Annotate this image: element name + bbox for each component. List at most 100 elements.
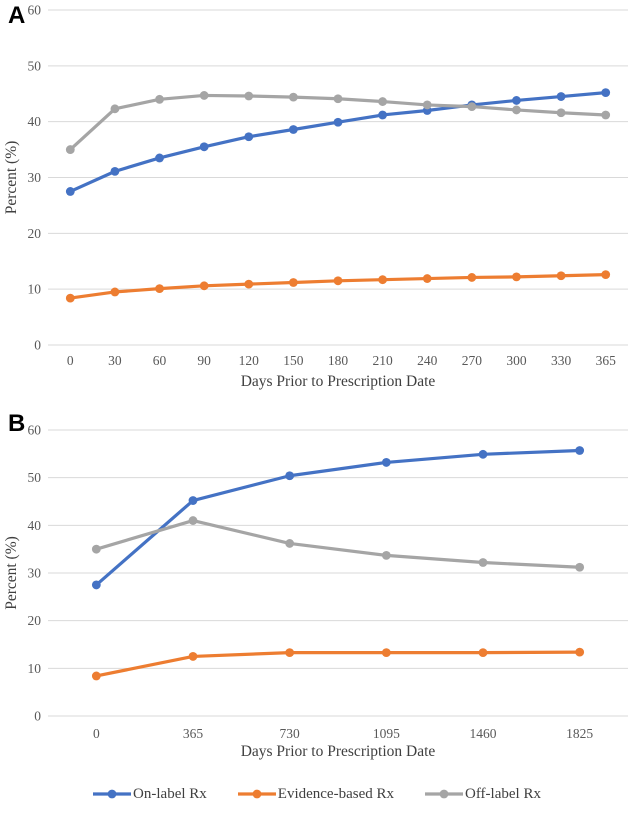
data-point-on-label-rx — [244, 132, 254, 142]
data-point-on-label-rx — [512, 96, 521, 105]
x-tick-label: 300 — [506, 353, 527, 368]
data-point-evidence-based-rx — [378, 275, 388, 285]
data-point-on-label-rx — [65, 187, 75, 196]
data-point-evidence-based-rx — [199, 281, 209, 291]
data-point-on-label-rx — [199, 142, 209, 152]
data-point-off-label-rx — [467, 102, 477, 111]
data-point-evidence-based-rx — [155, 284, 164, 294]
y-tick-label: 50 — [28, 470, 42, 485]
legend-label: Evidence-based Rx — [277, 785, 394, 802]
data-point-on-label-rx — [288, 125, 298, 134]
data-point-on-label-rx — [601, 88, 611, 98]
data-point-off-label-rx — [575, 562, 585, 572]
x-tick-label: 730 — [280, 726, 301, 741]
data-point-evidence-based-rx — [285, 648, 295, 658]
data-point-off-label-rx — [244, 91, 254, 101]
legend-item-off-label-rx: Off-label Rx — [424, 786, 541, 803]
y-tick-label: 60 — [28, 3, 42, 18]
data-point-off-label-rx — [333, 94, 343, 104]
x-tick-label: 365 — [183, 726, 204, 741]
data-point-evidence-based-rx — [478, 648, 488, 658]
legend-marker-icon — [237, 789, 276, 799]
data-point-evidence-based-rx — [65, 293, 75, 303]
legend-dot — [252, 789, 262, 799]
legend-marker-icon — [425, 789, 463, 799]
x-tick-label: 60 — [153, 353, 167, 368]
data-point-evidence-based-rx — [188, 652, 198, 661]
y-tick-label: 20 — [28, 613, 42, 628]
x-tick-label: 240 — [417, 353, 438, 368]
y-tick-label: 40 — [28, 114, 42, 129]
data-point-evidence-based-rx — [91, 671, 101, 681]
data-point-off-label-rx — [155, 94, 164, 104]
series-line-evidence-based-rx — [94, 650, 582, 678]
data-point-evidence-based-rx — [512, 272, 521, 282]
x-tick-label: 0 — [67, 353, 74, 368]
data-point-on-label-rx — [285, 471, 295, 481]
y-axis-title: Percent (%) — [3, 141, 20, 215]
legend-item-evidence-based-rx: Evidence-based Rx — [237, 786, 394, 803]
x-tick-label: 330 — [551, 353, 572, 368]
series-line-off-label-rx — [94, 518, 582, 569]
data-point-off-label-rx — [110, 104, 120, 114]
data-point-off-label-rx — [91, 544, 101, 554]
data-point-off-label-rx — [285, 539, 295, 548]
x-tick-label: 30 — [108, 353, 122, 368]
data-point-off-label-rx — [422, 100, 432, 110]
legend-dot — [439, 789, 449, 799]
series-line-on-label-rx — [94, 448, 582, 587]
legend-label: On-label Rx — [133, 785, 207, 802]
x-tick-label: 365 — [596, 353, 617, 368]
y-tick-label: 60 — [28, 423, 42, 438]
legend-marker-icon — [93, 789, 132, 799]
legend-item-on-label-rx: On-label Rx — [92, 786, 207, 803]
data-point-off-label-rx — [378, 97, 388, 106]
data-point-off-label-rx — [381, 550, 391, 560]
y-tick-label: 10 — [28, 661, 42, 676]
y-tick-label: 30 — [28, 566, 42, 581]
data-point-off-label-rx — [556, 108, 566, 118]
data-point-on-label-rx — [556, 92, 566, 101]
x-tick-label: 120 — [239, 353, 260, 368]
y-tick-label: 40 — [28, 518, 42, 533]
data-point-on-label-rx — [188, 496, 198, 505]
data-point-off-label-rx — [478, 558, 488, 567]
data-point-evidence-based-rx — [467, 273, 477, 282]
data-point-off-label-rx — [199, 91, 209, 100]
x-tick-label: 270 — [462, 353, 483, 368]
panel-label-a: A — [8, 2, 26, 29]
data-point-on-label-rx — [381, 458, 391, 467]
data-point-off-label-rx — [65, 145, 75, 154]
data-point-on-label-rx — [478, 449, 488, 459]
x-tick-label: 1095 — [373, 726, 400, 741]
data-point-on-label-rx — [91, 580, 101, 590]
data-point-off-label-rx — [288, 92, 298, 102]
legend-dot — [107, 789, 117, 799]
data-point-evidence-based-rx — [575, 647, 585, 657]
y-tick-label: 10 — [28, 282, 42, 297]
chart-legend: On-label Rx Evidence-based Rx Off-label Rx — [0, 774, 633, 814]
x-axis-title: Days Prior to Prescription Date — [241, 373, 436, 390]
data-point-evidence-based-rx — [556, 271, 566, 281]
x-tick-label: 1460 — [470, 726, 497, 741]
y-tick-label: 50 — [28, 58, 42, 73]
series-line-on-label-rx — [68, 91, 608, 194]
x-axis-title: Days Prior to Prescription Date — [241, 743, 436, 760]
y-axis-title: Percent (%) — [3, 536, 20, 610]
data-point-on-label-rx — [378, 110, 388, 120]
y-tick-label: 0 — [34, 709, 41, 724]
x-tick-label: 180 — [328, 353, 349, 368]
data-point-evidence-based-rx — [601, 270, 611, 280]
data-point-evidence-based-rx — [381, 648, 391, 658]
data-point-on-label-rx — [333, 117, 343, 127]
data-point-evidence-based-rx — [110, 287, 120, 297]
y-tick-label: 0 — [34, 338, 41, 353]
data-point-off-label-rx — [188, 516, 198, 525]
chart-b-svg: 0 10 20 30 40 50 60 0 365 730 1095 1460 1825 Days Pri… — [3, 423, 628, 760]
y-tick-label: 30 — [28, 170, 42, 185]
x-tick-label: 1825 — [566, 726, 593, 741]
panel-label-b: B — [8, 410, 26, 437]
data-point-off-label-rx — [601, 110, 611, 120]
data-point-on-label-rx — [110, 166, 120, 176]
